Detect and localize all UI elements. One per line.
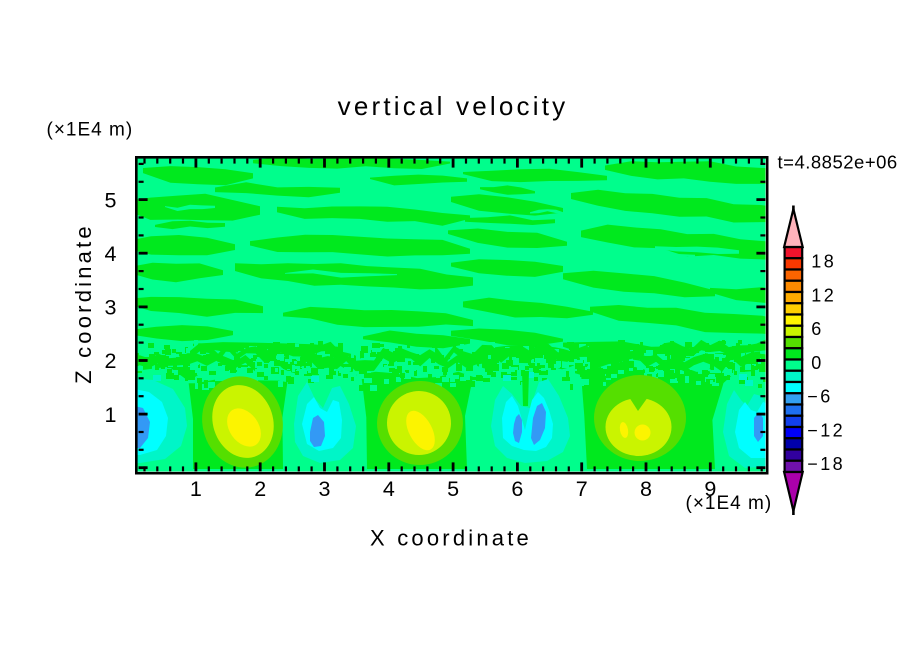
svg-text:−12: −12: [807, 420, 845, 440]
svg-text:6: 6: [511, 477, 523, 501]
svg-text:−18: −18: [807, 454, 845, 474]
svg-text:1: 1: [105, 403, 117, 427]
svg-text:8: 8: [640, 477, 652, 501]
svg-text:3: 3: [105, 296, 117, 320]
svg-text:−6: −6: [807, 387, 832, 407]
svg-text:Z coordinate: Z coordinate: [71, 223, 96, 384]
svg-text:4: 4: [383, 477, 395, 501]
svg-text:5: 5: [105, 188, 117, 212]
svg-text:4: 4: [105, 242, 117, 266]
svg-text:(×1E4 m): (×1E4 m): [686, 493, 773, 514]
svg-text:18: 18: [811, 252, 836, 272]
svg-text:(×1E4 m): (×1E4 m): [47, 120, 134, 141]
svg-text:6: 6: [811, 319, 823, 339]
svg-text:0: 0: [811, 353, 823, 373]
svg-text:X coordinate: X coordinate: [370, 526, 532, 551]
svg-text:2: 2: [254, 477, 266, 501]
svg-text:vertical velocity: vertical velocity: [338, 91, 569, 121]
svg-text:7: 7: [576, 477, 588, 501]
svg-text:2: 2: [105, 349, 117, 373]
svg-text:12: 12: [811, 285, 836, 305]
svg-text:9: 9: [704, 477, 716, 501]
svg-text:3: 3: [319, 477, 331, 501]
svg-text:5: 5: [447, 477, 459, 501]
svg-text:t=4.8852e+06: t=4.8852e+06: [778, 152, 898, 173]
svg-text:1: 1: [190, 477, 202, 501]
